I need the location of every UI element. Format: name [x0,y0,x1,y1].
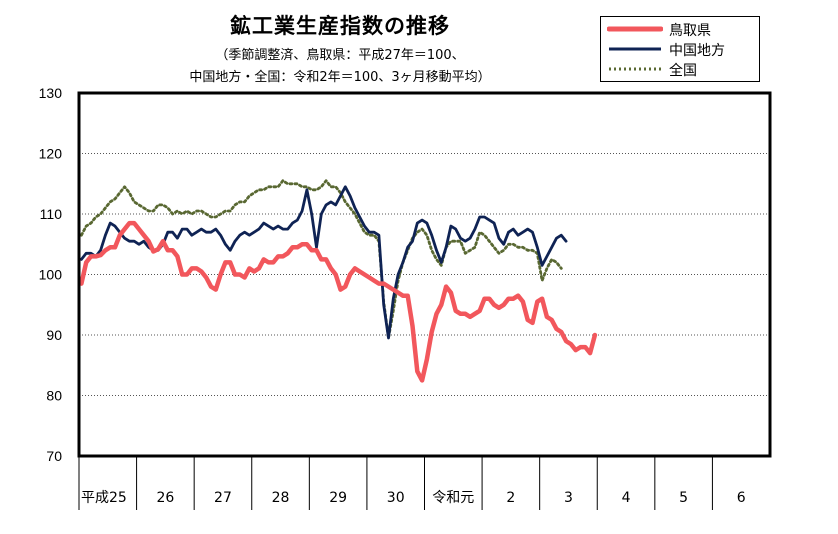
y-tick-label: 110 [40,206,63,222]
x-tick-label: 2 [506,490,515,506]
y-tick-label: 100 [39,267,63,283]
x-tick-label: 27 [214,490,232,506]
plot-area-frame [77,91,772,458]
x-tick-label: 平成25 [81,490,127,506]
x-tick-label: 令和元 [432,490,474,506]
y-tick-label: 70 [46,448,62,464]
x-tick-label: 26 [156,490,174,506]
x-tick-label: 6 [737,490,746,506]
legend-swatch-national [609,67,661,71]
series-line-national [80,179,563,340]
legend-label-tottori: 鳥取県 [669,23,711,39]
x-tick-label: 29 [329,490,347,506]
legend-item-national: 全国 [607,59,757,79]
chart-subtitle-line-1: （季節調整済、鳥取県：平成27年＝100、 [215,48,465,63]
series-line-tottori [79,220,598,383]
legend-label-chugoku: 中国地方 [669,43,725,59]
legend-swatch-tottori [607,26,663,32]
x-tick-label: 28 [272,490,290,506]
chart-subtitle-line-2: 中国地方・全国：令和2年＝100、3ヶ月移動平均） [189,70,491,85]
legend: 鳥取県 中国地方 全国 [600,16,760,82]
legend-item-chugoku: 中国地方 [607,39,757,59]
y-axis-tick-labels: 70 80 90 100 110 120 130 [39,85,63,464]
x-tick-label: 3 [564,490,573,506]
chart-title: 鉱工業生産指数の推移 [230,14,450,38]
x-tick-label: 30 [387,490,405,506]
y-tick-label: 80 [46,388,62,404]
x-axis-tick-labels: 平成25 26 27 28 29 30 令和元 2 3 4 5 6 [78,456,746,510]
legend-label-national: 全国 [669,63,697,79]
legend-item-tottori: 鳥取県 [607,19,757,39]
y-tick-label: 120 [39,146,63,162]
gridlines [79,153,770,396]
x-tick-label: 5 [679,490,688,506]
series-lines [79,179,598,383]
legend-swatch-chugoku [609,47,661,51]
y-tick-label: 130 [39,85,63,101]
y-tick-label: 90 [46,327,62,343]
x-tick-label: 4 [622,490,631,506]
